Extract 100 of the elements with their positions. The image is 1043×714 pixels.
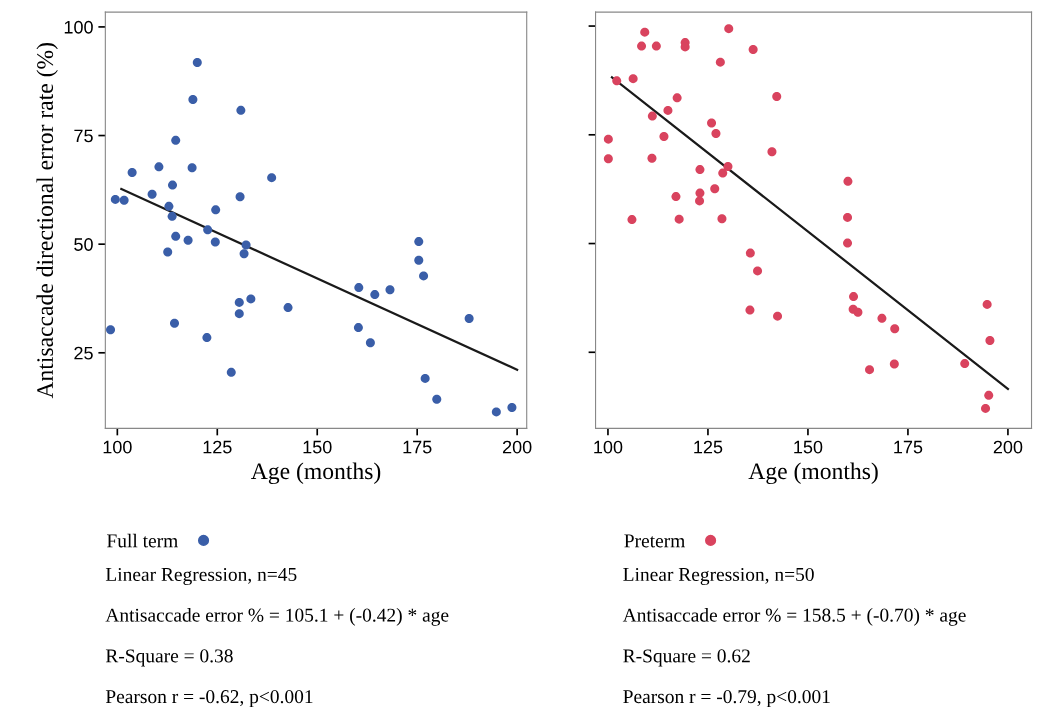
text: Antisaccade error % = 105.1 + (-0.42) * age (105, 608, 449, 626)
x-tick-label: 175 (403, 440, 432, 454)
x-axis-title: Age (months) (251, 462, 381, 485)
legend-label: Preterm (624, 534, 686, 548)
point (627, 215, 637, 225)
point (432, 394, 442, 404)
point (985, 336, 995, 346)
x-tick-label: 150 (794, 440, 823, 454)
point (234, 297, 244, 307)
point (715, 57, 725, 67)
point (236, 105, 246, 115)
point (110, 194, 120, 204)
point (171, 135, 181, 145)
point (659, 132, 669, 142)
point (234, 309, 244, 319)
point (267, 173, 277, 183)
point (718, 168, 728, 178)
point (982, 299, 992, 309)
point (647, 153, 657, 163)
point (890, 324, 900, 334)
point (767, 147, 777, 157)
y-tick-label: 75 (74, 129, 93, 143)
point (354, 283, 364, 293)
point (640, 27, 650, 37)
point (651, 41, 661, 51)
point (188, 94, 198, 104)
y-tick-label: 25 (74, 346, 93, 360)
point (723, 162, 733, 172)
point (843, 238, 853, 248)
point (745, 305, 755, 315)
point (849, 292, 859, 302)
point (127, 167, 137, 177)
point (163, 247, 173, 257)
point (106, 325, 116, 335)
point (672, 93, 682, 103)
point (171, 231, 181, 241)
y-tick-label: 100 (64, 20, 93, 34)
point (192, 58, 202, 68)
text: Pearson r = -0.79, p<0.001 (623, 690, 830, 708)
point (507, 403, 517, 413)
point (241, 240, 251, 250)
point (167, 211, 177, 221)
point (353, 323, 363, 333)
point (187, 163, 197, 173)
point (419, 271, 429, 281)
point (603, 154, 613, 164)
point (147, 189, 157, 199)
point (246, 294, 256, 304)
text: Antisaccade error % = 158.5 + (-0.70) * age (622, 608, 966, 626)
x-tick-label: 175 (894, 440, 923, 454)
point (865, 365, 875, 375)
point (960, 359, 970, 369)
x-tick-label: 125 (694, 440, 723, 454)
point (711, 128, 721, 138)
point (168, 180, 178, 190)
point (183, 235, 193, 245)
x-tick-label: 200 (502, 440, 532, 454)
text: R-Square = 0.62 (623, 649, 750, 667)
point (119, 195, 129, 205)
x-tick-label: 200 (993, 440, 1023, 454)
point (464, 313, 474, 323)
point (414, 237, 424, 247)
point (603, 134, 613, 144)
point (414, 255, 424, 265)
point (710, 184, 720, 194)
point (724, 24, 734, 34)
point (695, 165, 705, 175)
point (674, 214, 684, 224)
point (663, 105, 673, 115)
point (491, 407, 501, 417)
text: Pearson r = -0.62, p<0.001 (105, 690, 313, 708)
point (772, 92, 782, 102)
x-tick-label: 100 (594, 440, 623, 454)
point (203, 225, 213, 235)
text: Linear Regression, n=45 (105, 567, 297, 586)
point (370, 290, 380, 300)
point (671, 192, 681, 202)
point (981, 403, 991, 413)
point (365, 338, 375, 348)
y-axis-title: Antisaccade directional error rate (%) (36, 43, 58, 399)
point (647, 111, 657, 121)
point (420, 373, 430, 383)
point (170, 318, 180, 328)
point (628, 74, 638, 84)
text: Linear Regression, n=50 (623, 567, 814, 586)
point (283, 303, 293, 313)
point (695, 196, 705, 206)
point (695, 188, 705, 198)
point (843, 176, 853, 186)
text: R-Square = 0.38 (105, 649, 233, 667)
point (164, 201, 174, 211)
point (877, 313, 887, 323)
point (202, 333, 212, 343)
point (745, 248, 755, 258)
point (239, 249, 249, 259)
point (707, 118, 717, 128)
point (889, 359, 899, 369)
x-tick-label: 150 (303, 440, 332, 454)
point (154, 162, 164, 172)
point (210, 237, 220, 247)
